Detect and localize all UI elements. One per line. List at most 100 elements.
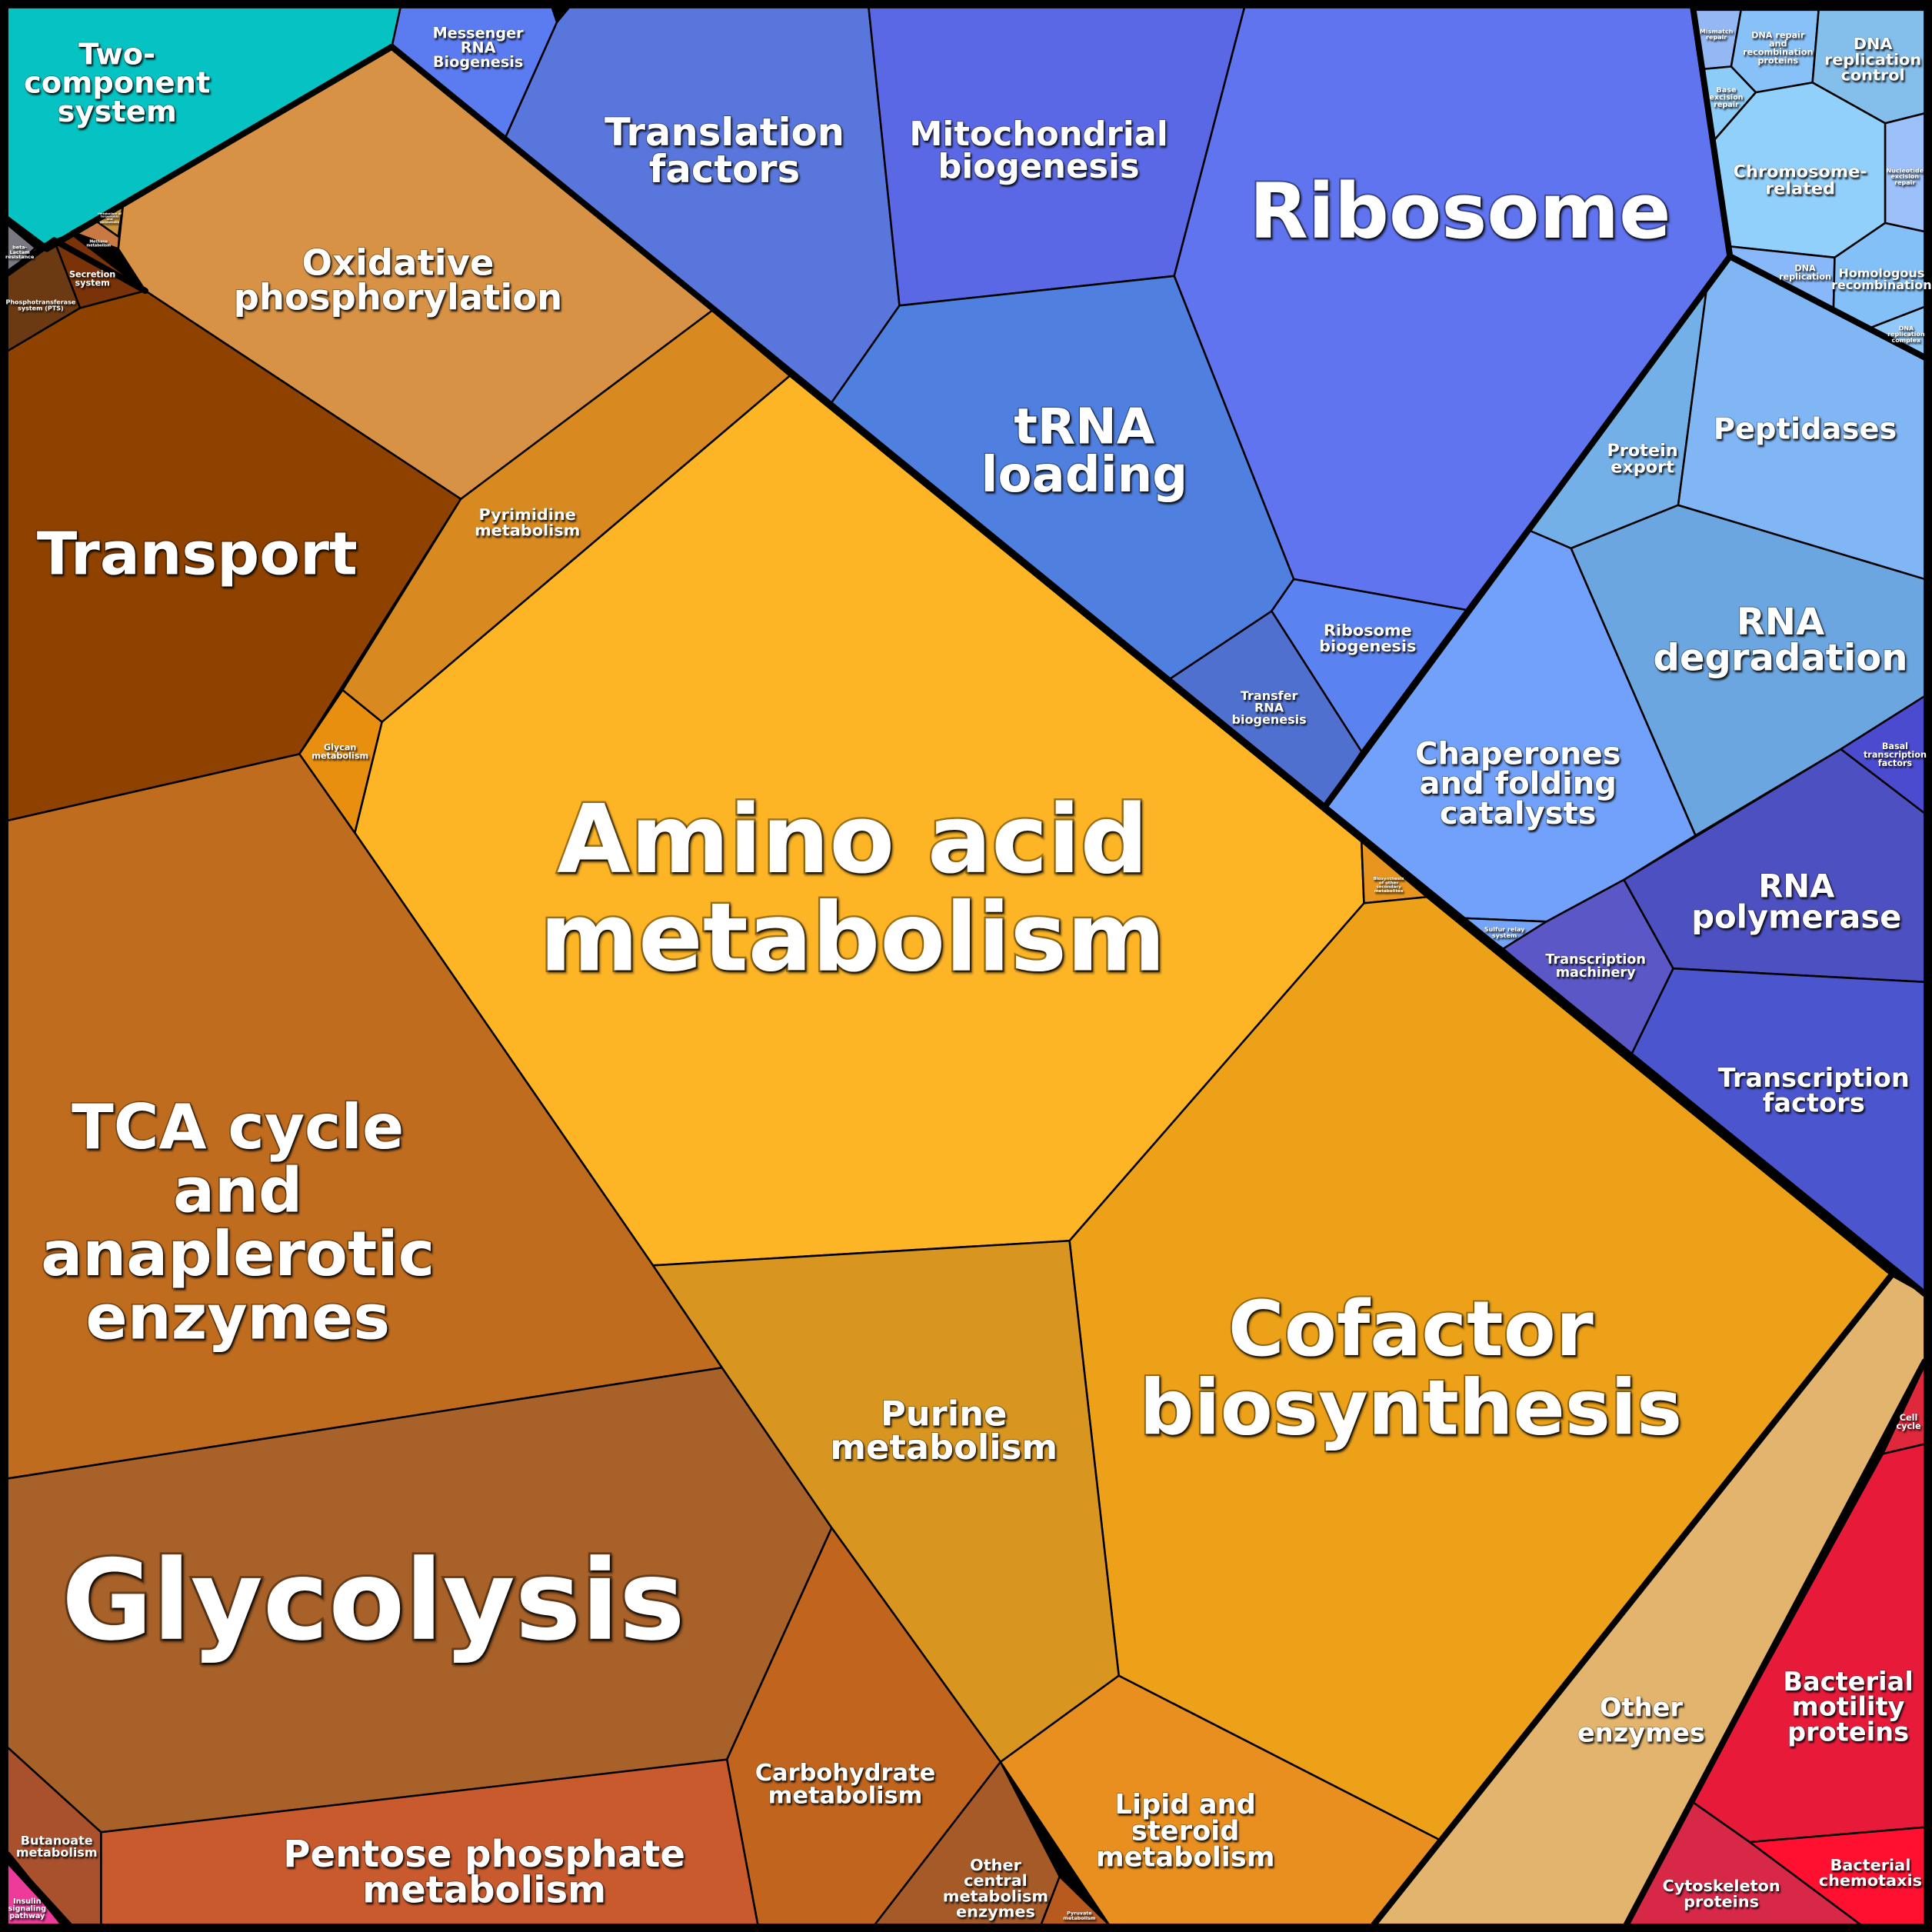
label-other-enzymes: Other enzymes	[1577, 1693, 1705, 1748]
label-dna-replication: DNA replication	[1779, 263, 1831, 281]
label-line: complex	[1892, 337, 1921, 344]
label-line: and	[173, 1155, 302, 1227]
label-metabolism-of-terpenoids-and-polyketides: Metabolism of terpenoids and polyketides	[98, 212, 122, 224]
label-ribosome-biogenesis: Ribosome biogenesis	[1319, 621, 1416, 655]
label-line: replication	[1887, 331, 1925, 338]
label-line: resistance	[5, 254, 35, 260]
label-line: Carbohydrate	[755, 1760, 936, 1787]
label-carbohydrate-metabolism: Carbohydrate metabolism	[755, 1760, 936, 1810]
label-line: Pyrimidine	[478, 505, 575, 524]
label-line: recombination	[1743, 47, 1813, 57]
label-line: metabolism	[16, 1845, 98, 1860]
label-mitochondrial-biogenesis: Mitochondrial biogenesis	[909, 115, 1168, 186]
label-secretion-system: Secretion system	[69, 269, 115, 288]
label-protein-export: Protein export	[1607, 441, 1677, 478]
label-line: cycle	[1897, 1421, 1921, 1431]
label-line: tRNA	[1014, 399, 1155, 456]
label-line: export	[1611, 458, 1674, 478]
label-line: chemotaxis	[1819, 1871, 1922, 1890]
label-rna-polymerase: RNA polymerase	[1691, 867, 1901, 935]
label-line: DNA	[1854, 35, 1893, 53]
label-chromosome-related: Chromosome-related	[1734, 162, 1867, 199]
label-line: Oxidative	[302, 242, 495, 283]
label-line: Transport	[37, 521, 358, 589]
label-cell-cycle: Cell cycle	[1897, 1413, 1921, 1431]
label-line: biogenesis	[1232, 712, 1307, 727]
label-transfer-rna-biogenesis: Transfer RNA biogenesis	[1232, 688, 1307, 727]
label-methane-metabolism: Methane metabolism	[86, 240, 111, 248]
label-line: Bacterial	[1783, 1667, 1913, 1697]
label-line: system (PTS)	[18, 305, 64, 311]
label-line: DNA	[1794, 263, 1816, 273]
label-homologous-recombination: Homologous recombination	[1831, 265, 1932, 292]
label-line: RNA	[1758, 867, 1835, 904]
label-translation-factors: Translation factors	[605, 110, 844, 192]
label-line: Biosynthesis	[1373, 877, 1404, 881]
label-line: biogenesis	[938, 148, 1139, 186]
label-bacterial-motility-proteins: Bacterial motility proteins	[1783, 1667, 1913, 1747]
label-line: polymerase	[1691, 898, 1901, 936]
label-line: central	[964, 1871, 1028, 1890]
label-lipid-and-steroid-metabolism: Lipid and steroid metabolism	[1096, 1789, 1275, 1873]
label-pyruvate-metabolism: Pyruvate metabolism	[1063, 1910, 1096, 1921]
label-line: proteins	[1757, 55, 1798, 65]
label-line: metabolism	[311, 751, 368, 761]
label-line: Phosphotransferase	[5, 299, 75, 306]
label-line: TCA cycle	[72, 1091, 404, 1163]
label-mismatch-repair: Mismatch repair	[1700, 28, 1734, 41]
label-line: metabolism	[1063, 1915, 1096, 1921]
label-line: Mismatch	[1700, 28, 1734, 35]
label-line: biosynthesis	[1139, 1364, 1682, 1453]
label-line: Ribosome	[1249, 168, 1671, 256]
label-line: Other	[970, 1856, 1022, 1874]
label-line: enzymes	[85, 1282, 390, 1354]
label-line: metabolism	[362, 1869, 606, 1912]
label-dna-repair-and-recombination-proteins: DNA repair and recombination proteins	[1743, 31, 1813, 66]
label-dna-replication-complex: DNA replication complex	[1887, 325, 1925, 344]
label-line: loading	[981, 447, 1188, 504]
label-line: beta-	[12, 245, 27, 251]
label-line: proteins	[1787, 1717, 1909, 1747]
label-messenger-rna-biogenesis: Messenger RNA Biogenesis	[433, 25, 525, 71]
label-line: related	[1765, 178, 1835, 198]
label-rna-degradation: RNA degradation	[1653, 601, 1907, 680]
label-line: repair	[1894, 179, 1915, 186]
label-line: Amino acid	[557, 785, 1148, 895]
label-transcription-factors: Transcription factors	[1718, 1063, 1910, 1118]
label-line: metabolites	[1374, 889, 1404, 894]
label-amino-acid-metabolism: Amino acid metabolism	[540, 785, 1166, 993]
label-line: enzymes	[1577, 1717, 1705, 1747]
label-line: control	[1841, 65, 1905, 84]
label-line: Metabolism of	[98, 212, 122, 215]
label-trna-loading: tRNA loading	[981, 399, 1188, 504]
label-purine-metabolism: Purine metabolism	[830, 1394, 1058, 1468]
label-line: Chaperones	[1415, 736, 1621, 771]
label-line: Bacterial	[1830, 1856, 1910, 1874]
label-line: metabolism	[475, 521, 580, 539]
label-line: RNA	[1254, 700, 1284, 715]
label-line: secondary	[1376, 885, 1401, 890]
label-line: and	[107, 217, 113, 221]
label-line: Insulin	[13, 1897, 42, 1906]
label-line: recombination	[1831, 278, 1932, 292]
label-line: transcription	[1864, 750, 1927, 760]
label-line: Other	[1600, 1693, 1683, 1723]
label-line: metabolism	[540, 883, 1166, 993]
label-pentose-phosphate-metabolism: Pentose phosphate metabolism	[283, 1833, 685, 1912]
label-transcription-machinery: Transcription machinery	[1545, 952, 1646, 981]
category-boundary	[1690, 4, 1734, 260]
label-line: catalysts	[1440, 796, 1597, 831]
label-line: polyketides	[100, 220, 120, 224]
label-line: signaling	[8, 1904, 46, 1913]
label-line: DNA repair	[1751, 31, 1805, 41]
label-insulin-signaling-pathway: Insulin signaling pathway	[8, 1897, 46, 1920]
label-line: DNA	[1899, 325, 1914, 331]
label-line: factors	[1763, 1088, 1865, 1118]
label-line: Transcription	[1718, 1063, 1910, 1093]
label-line: degradation	[1653, 637, 1907, 680]
label-line: Glycan	[324, 743, 357, 753]
label-basal-transcription-factors: Basal transcription factors	[1864, 741, 1927, 768]
label-line: replication	[1824, 50, 1921, 68]
label-line: Pyruvate	[1067, 1910, 1092, 1917]
label-pyrimidine-metabolism: Pyrimidine metabolism	[475, 505, 580, 539]
